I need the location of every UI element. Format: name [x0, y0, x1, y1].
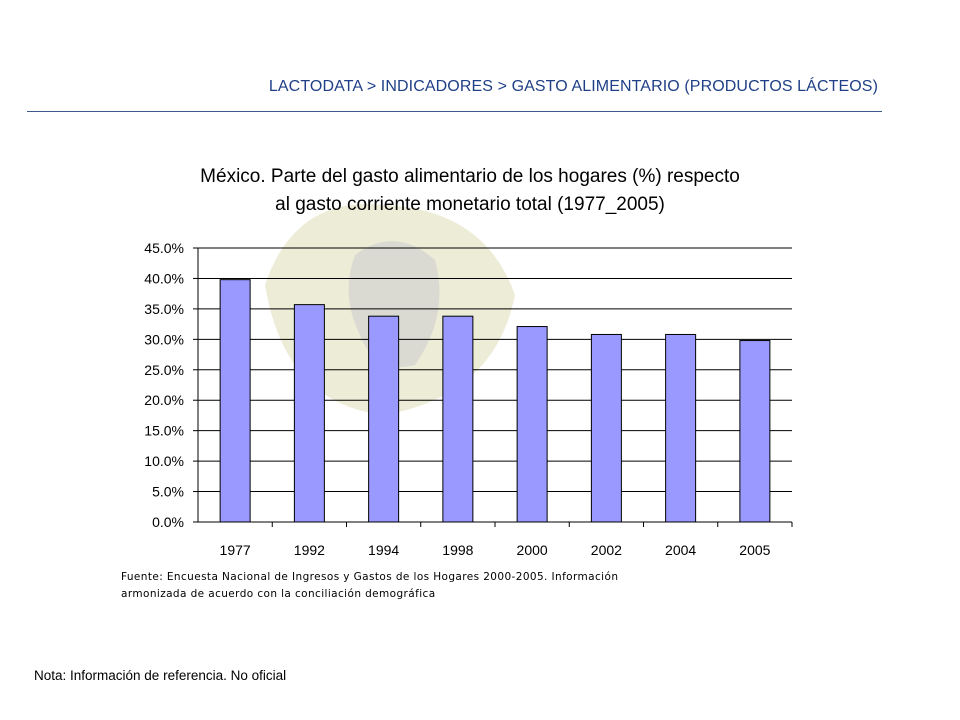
footnote: Nota: Información de referencia. No ofic…	[34, 668, 287, 683]
x-tick-label: 2002	[591, 542, 622, 558]
bar	[219, 279, 251, 523]
chart-title-line-1: México. Parte del gasto alimentario de l…	[200, 166, 740, 187]
x-tick-label: 1994	[368, 542, 399, 558]
chart-title-line-2: al gasto corriente monetario total (1977…	[275, 194, 665, 215]
bar	[368, 315, 400, 523]
chart-source: Fuente: Encuesta Nacional de Ingresos y …	[121, 569, 681, 603]
y-tick-label: 30.0%	[144, 331, 184, 347]
y-tick-label: 5.0%	[152, 484, 184, 500]
header-divider	[27, 111, 882, 112]
bar	[665, 333, 697, 523]
chart-source-line-1: Fuente: Encuesta Nacional de Ingresos y …	[121, 571, 619, 583]
bar	[293, 304, 325, 523]
x-tick-label: 1992	[294, 542, 325, 558]
y-tick-label: 10.0%	[144, 453, 184, 469]
x-tick-label: 1998	[442, 542, 473, 558]
breadcrumb: LACTODATA > INDICADORES > GASTO ALIMENTA…	[268, 78, 878, 95]
x-tick-label: 2004	[665, 542, 696, 558]
y-tick-label: 15.0%	[144, 423, 184, 439]
y-tick-label: 0.0%	[152, 514, 184, 530]
y-tick-label: 45.0%	[144, 240, 184, 256]
chart-source-line-2: armonizada de acuerdo con la conciliació…	[121, 588, 436, 600]
bar	[516, 326, 548, 523]
chart-title: México. Parte del gasto alimentario de l…	[120, 163, 820, 219]
x-tick-label: 2000	[517, 542, 548, 558]
x-tick-label: 1977	[220, 542, 251, 558]
y-tick-label: 25.0%	[144, 362, 184, 378]
bar	[739, 340, 771, 523]
x-tick-label: 2005	[739, 542, 770, 558]
bar	[442, 315, 474, 523]
y-tick-label: 20.0%	[144, 392, 184, 408]
y-tick-label: 35.0%	[144, 301, 184, 317]
y-tick-label: 40.0%	[144, 270, 184, 286]
bar	[590, 333, 622, 523]
